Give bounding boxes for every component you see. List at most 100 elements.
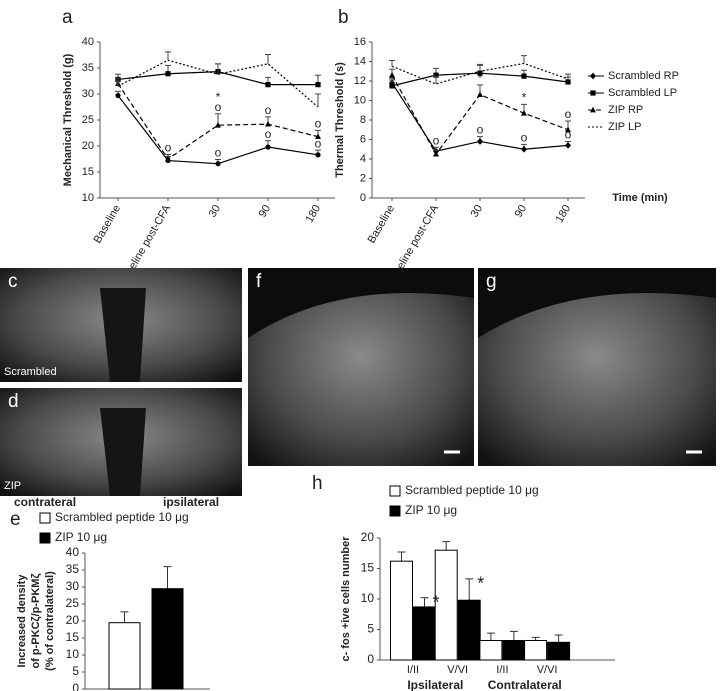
legend-label: ZIP 10 μg xyxy=(405,503,457,517)
legend-label: Scrambled LP xyxy=(608,87,677,99)
x-tick-label: 180 xyxy=(304,203,324,225)
error-bar xyxy=(165,51,171,61)
marker xyxy=(165,155,171,162)
annotation: o xyxy=(315,136,322,150)
y-tick-label: 5 xyxy=(367,622,374,636)
y-tick-label: 16 xyxy=(354,36,366,48)
error-bar xyxy=(397,551,406,562)
marker xyxy=(521,109,527,116)
y-tick-label: 8 xyxy=(360,114,366,126)
x-tick-label: 90 xyxy=(513,203,530,220)
legend-swatch xyxy=(39,532,51,544)
bar xyxy=(479,639,503,661)
legend-label: Scrambled RP xyxy=(608,70,679,82)
error-bar xyxy=(215,63,221,75)
y-tick-label: 40 xyxy=(82,36,94,48)
bar xyxy=(151,588,184,690)
legend-label: ZIP RP xyxy=(608,104,643,116)
x-axis-title: Time (min) xyxy=(612,192,668,204)
annotation: * xyxy=(478,71,483,85)
x-tick-label: V/VI xyxy=(447,664,468,676)
marker xyxy=(215,122,221,128)
y-tick-label: 10 xyxy=(354,94,366,106)
y-axis-title: Mechanical Threshold (g) xyxy=(62,53,74,186)
annotation: o xyxy=(477,123,484,137)
error-bar xyxy=(565,73,571,80)
y-tick-label: 15 xyxy=(361,561,375,575)
bar xyxy=(457,599,481,661)
marker xyxy=(165,71,171,77)
marker xyxy=(477,70,483,76)
error-bar xyxy=(521,55,527,64)
y-tick-label: 20 xyxy=(361,530,375,544)
y-tick-label: 0 xyxy=(367,652,374,666)
x-tick-label: Baseline xyxy=(366,203,397,246)
annotation: o xyxy=(315,117,322,131)
marker xyxy=(315,133,321,140)
bar xyxy=(390,560,413,661)
legend-swatch xyxy=(389,485,401,497)
x-tick-label: 30 xyxy=(469,203,486,220)
annotation: o xyxy=(565,128,572,142)
y-tick-label: 14 xyxy=(354,55,366,67)
y-tick-label: 10 xyxy=(66,647,80,661)
bar xyxy=(547,641,571,661)
error-bar xyxy=(442,541,451,551)
annotation: * xyxy=(433,593,440,613)
error-bar xyxy=(509,630,518,641)
panel-label: f xyxy=(256,271,262,292)
legend-label: Scrambled peptide 10 μg xyxy=(405,483,539,497)
marker xyxy=(265,144,271,150)
annotation: o xyxy=(265,127,272,141)
marker xyxy=(315,82,321,88)
y-tick-label: 25 xyxy=(66,596,80,610)
marker xyxy=(389,71,395,78)
error-bar xyxy=(389,60,395,67)
panel-label: h xyxy=(312,473,323,494)
bar xyxy=(108,622,141,690)
panel-label: a xyxy=(62,7,73,28)
marker xyxy=(477,138,483,145)
marker xyxy=(565,141,571,149)
y-axis-title: c- fos +ive cells number xyxy=(340,536,352,662)
marker xyxy=(265,120,271,127)
x-tick-label: 30 xyxy=(207,203,224,220)
y-tick-label: 10 xyxy=(82,192,94,204)
series-line xyxy=(117,83,319,160)
y-tick-label: 15 xyxy=(82,166,94,178)
marker xyxy=(477,91,483,98)
marker xyxy=(590,72,596,80)
panel-label: b xyxy=(338,7,349,28)
bar xyxy=(524,639,548,661)
marker xyxy=(521,73,527,79)
bar xyxy=(434,549,458,661)
y-tick-label: 4 xyxy=(360,153,366,165)
x-tick-label: 180 xyxy=(554,203,574,225)
orientation-label: ipsilateral xyxy=(163,495,219,509)
bar xyxy=(413,606,436,661)
marker xyxy=(565,79,571,85)
micrograph-fissure xyxy=(100,288,146,382)
annotation: o xyxy=(565,107,572,121)
marker xyxy=(590,90,596,96)
y-tick-label: 6 xyxy=(360,133,366,145)
y-axis-title: (% of contralateral) xyxy=(44,571,56,671)
error-bar xyxy=(554,634,563,643)
micrograph-edge xyxy=(248,268,474,338)
marker xyxy=(215,161,221,167)
x-tick-label: V/VI xyxy=(537,664,558,676)
error-bar xyxy=(315,93,321,107)
legend-label: Scrambled peptide 10 μg xyxy=(55,510,189,524)
group-label: Ipsilateral xyxy=(407,678,463,691)
annotation: o xyxy=(521,131,528,145)
marker xyxy=(590,106,596,113)
panel-label: d xyxy=(8,391,19,412)
legend-label: ZIP 10 μg xyxy=(55,530,107,544)
bar xyxy=(502,639,526,661)
image-label: ZIP xyxy=(4,480,21,492)
marker xyxy=(115,92,121,99)
group-label: Contralateral xyxy=(488,678,562,691)
marker xyxy=(565,126,571,133)
error-bar xyxy=(115,80,121,87)
